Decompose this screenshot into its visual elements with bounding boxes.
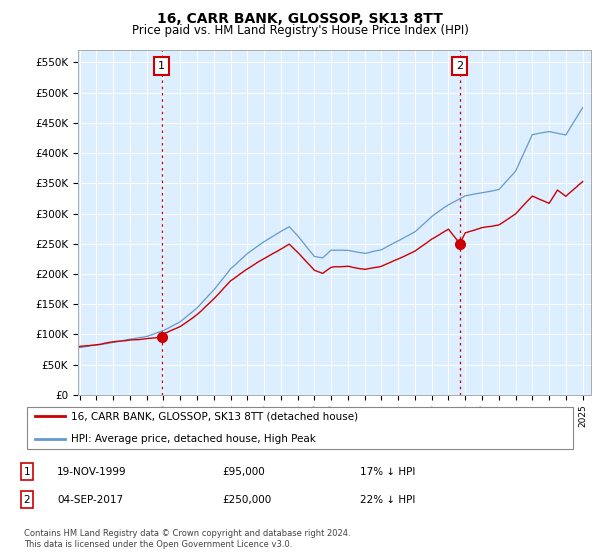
Text: 2: 2 (456, 61, 463, 71)
Text: 04-SEP-2017: 04-SEP-2017 (57, 494, 123, 505)
FancyBboxPatch shape (27, 407, 573, 449)
Text: 16, CARR BANK, GLOSSOP, SK13 8TT: 16, CARR BANK, GLOSSOP, SK13 8TT (157, 12, 443, 26)
Text: Contains HM Land Registry data © Crown copyright and database right 2024.
This d: Contains HM Land Registry data © Crown c… (24, 529, 350, 549)
Text: Price paid vs. HM Land Registry's House Price Index (HPI): Price paid vs. HM Land Registry's House … (131, 24, 469, 36)
Text: 19-NOV-1999: 19-NOV-1999 (57, 466, 127, 477)
Text: 1: 1 (23, 466, 31, 477)
Text: 22% ↓ HPI: 22% ↓ HPI (360, 494, 415, 505)
Text: 1: 1 (158, 61, 165, 71)
Text: £95,000: £95,000 (222, 466, 265, 477)
Text: 2: 2 (23, 494, 31, 505)
Text: 16, CARR BANK, GLOSSOP, SK13 8TT (detached house): 16, CARR BANK, GLOSSOP, SK13 8TT (detach… (71, 412, 358, 421)
Text: 17% ↓ HPI: 17% ↓ HPI (360, 466, 415, 477)
Text: HPI: Average price, detached house, High Peak: HPI: Average price, detached house, High… (71, 435, 316, 444)
Text: £250,000: £250,000 (222, 494, 271, 505)
